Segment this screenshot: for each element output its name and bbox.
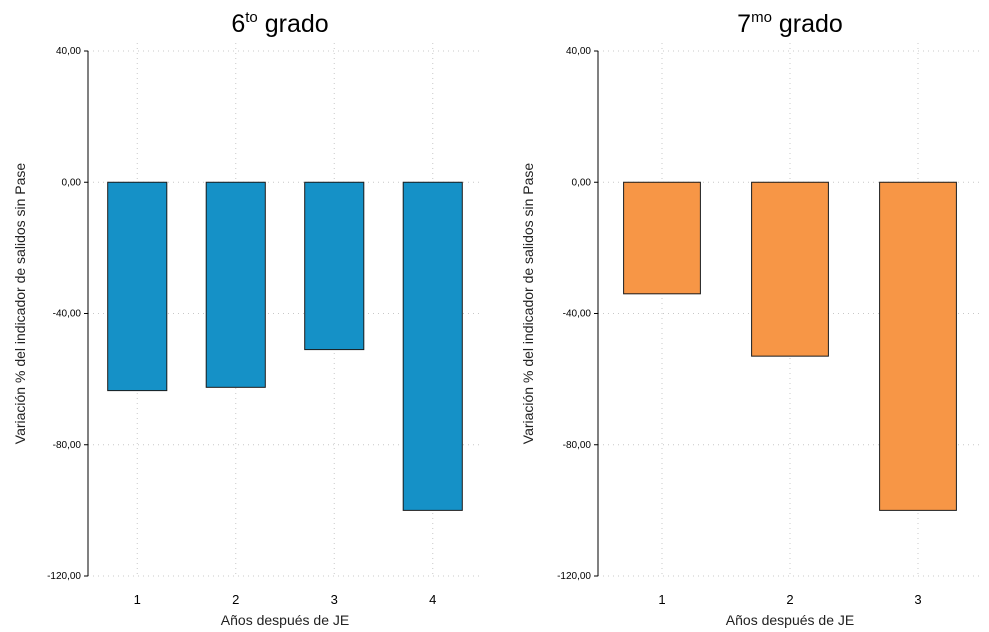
y-tick-label: 0,00	[572, 177, 592, 188]
x-tick-label: 3	[331, 592, 338, 607]
y-axis-title: Variación % del indicador de salidos sin…	[520, 163, 536, 445]
chart-title: 7mo grado	[737, 9, 843, 38]
bar-year-4	[402, 181, 463, 511]
y-tick-label: -40,00	[563, 309, 592, 320]
bar-year-1	[623, 181, 701, 295]
x-axis-title: Años después de JE	[221, 612, 349, 628]
chart-title-number: 7	[737, 10, 751, 38]
x-tick-label: 1	[658, 592, 665, 607]
chart-panel-7mo-grado: 7mo grado 40,00 0,00 -40,00 -80,00 -120,00 1 2 3…	[520, 9, 982, 628]
y-tick-label: -120,00	[47, 571, 81, 582]
x-tick-label: 2	[232, 592, 239, 607]
y-tick-label: -40,00	[53, 309, 82, 320]
chart-title-text: grado	[258, 10, 329, 38]
chart-title-number: 6	[231, 10, 245, 38]
y-tick-label: -80,00	[563, 440, 592, 451]
y-axis-title: Variación % del indicador de salidos sin…	[12, 163, 28, 445]
y-tick-label: 40,00	[56, 46, 81, 57]
bar-year-2	[205, 181, 266, 388]
x-tick-label: 3	[914, 592, 921, 607]
chart-panel-6to-grado: 6to grado 40,00 0,00 -40,00 -80,00 -120,00 1 2 3…	[12, 9, 482, 628]
chart-title-superscript: to	[245, 9, 258, 26]
x-tick-label: 2	[786, 592, 793, 607]
bar-year-2	[751, 181, 829, 357]
chart-title-superscript: mo	[751, 9, 772, 26]
x-axis-title: Años después de JE	[726, 612, 854, 628]
bar-year-1	[107, 181, 168, 392]
y-tick-label: -120,00	[557, 571, 591, 582]
chart-title: 6to grado	[231, 9, 328, 38]
y-tick-label: -80,00	[53, 440, 82, 451]
x-tick-label: 1	[134, 592, 141, 607]
y-tick-label: 40,00	[566, 46, 591, 57]
chart-title-text: grado	[772, 10, 843, 38]
bar-year-3	[304, 181, 365, 351]
bar-year-3	[879, 181, 957, 511]
x-tick-label: 4	[429, 592, 436, 607]
y-tick-label: 0,00	[62, 177, 82, 188]
